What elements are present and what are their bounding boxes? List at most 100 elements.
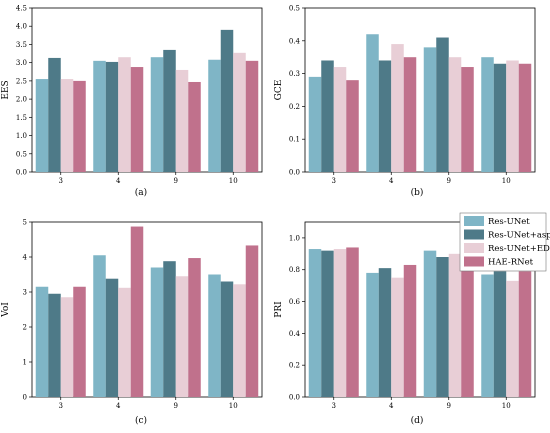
- bar: [423, 47, 437, 172]
- bar: [391, 277, 404, 397]
- bar: [448, 57, 462, 173]
- y-tick-label: 0.5: [16, 150, 27, 158]
- legend-swatch: [464, 229, 484, 240]
- bar: [346, 247, 359, 397]
- y-tick-label: 0.2: [289, 103, 300, 111]
- legend: Res-UNet Res-UNet+aspp Res-UNet+ED HAE-RNet: [459, 212, 550, 272]
- bar: [366, 34, 379, 172]
- y-tick-label: 3.0: [16, 59, 27, 67]
- bar: [208, 274, 221, 397]
- bar: [461, 67, 474, 172]
- bar: [233, 52, 246, 172]
- x-tick-label: 10: [502, 402, 511, 410]
- bar: [461, 250, 474, 397]
- bar: [73, 80, 86, 172]
- y-tick-label: 1: [23, 359, 27, 367]
- bar: [481, 274, 494, 397]
- bar: [518, 63, 532, 173]
- y-tick-label: 2.0: [16, 96, 27, 104]
- bar: [48, 57, 61, 172]
- bar: [35, 79, 49, 172]
- bar: [73, 286, 86, 397]
- bar: [436, 37, 449, 172]
- bar: [321, 250, 334, 397]
- y-tick-label: 5: [23, 219, 27, 227]
- y-tick-label: 0.0: [16, 169, 27, 177]
- y-tick-label: 1.0: [16, 132, 27, 140]
- bar: [220, 281, 234, 397]
- legend-swatch: [464, 256, 484, 267]
- bar: [175, 276, 189, 397]
- bar: [378, 60, 392, 173]
- y-tick-label: 4: [23, 254, 28, 262]
- bar: [245, 245, 259, 397]
- bar: [308, 76, 322, 172]
- bar: [333, 249, 347, 397]
- chart-panel-3: 0 1 2 3 4 5 VoI 3 4 9 10 (c): [1, 219, 263, 426]
- bar: [403, 57, 417, 173]
- bar: [175, 69, 189, 172]
- plot-frame: [304, 221, 536, 398]
- x-tick-label: 10: [502, 177, 511, 185]
- y-tick-label: 0.1: [289, 136, 300, 144]
- y-tick-label: 3: [23, 289, 27, 297]
- y-tick-label: 0.3: [289, 70, 300, 78]
- x-tick-label: 4: [116, 402, 121, 410]
- bar: [333, 67, 347, 172]
- bar: [118, 57, 131, 173]
- bar: [518, 271, 532, 397]
- plot-frame: [304, 7, 536, 173]
- legend-swatch: [464, 243, 484, 253]
- bar: [308, 249, 322, 397]
- bar: [105, 278, 119, 397]
- panel-label: (b): [411, 187, 424, 198]
- bar: [321, 60, 334, 173]
- bar: [493, 63, 507, 173]
- bar: [130, 226, 144, 397]
- x-tick-label: 3: [332, 402, 336, 410]
- legend-label: Res-UNet+aspp: [488, 231, 550, 241]
- y-axis-label: PRI: [274, 301, 284, 318]
- bar: [436, 257, 449, 397]
- bar: [35, 286, 49, 397]
- bar: [448, 253, 462, 397]
- x-tick-label: 4: [389, 402, 394, 410]
- y-tick-label: 2.5: [16, 77, 27, 85]
- bar: [208, 59, 221, 172]
- legend-label: Res-UNet: [488, 217, 530, 227]
- bar: [506, 280, 519, 397]
- bar: [233, 284, 246, 397]
- bar: [188, 258, 201, 397]
- y-axis-label: VoI: [1, 302, 11, 318]
- y-tick-label: 0: [23, 394, 27, 402]
- bar: [93, 255, 106, 397]
- x-tick-label: 9: [447, 402, 451, 410]
- bar: [423, 250, 437, 397]
- bar: [60, 297, 74, 397]
- y-tick-label: 1.0: [289, 234, 300, 242]
- x-tick-label: 9: [174, 177, 178, 185]
- panel-label: (c): [135, 415, 147, 426]
- bar: [346, 80, 359, 172]
- plot-frame: [31, 221, 263, 398]
- x-tick-label: 3: [59, 177, 63, 185]
- legend-label: Res-UNet+ED: [488, 244, 550, 254]
- x-tick-label: 9: [174, 402, 178, 410]
- x-tick-label: 4: [389, 177, 394, 185]
- bar: [130, 67, 144, 172]
- y-tick-label: 0.5: [289, 5, 300, 13]
- legend-label: HAE-RNet: [488, 258, 534, 268]
- y-tick-label: 0.2: [289, 362, 300, 370]
- bar: [93, 60, 106, 172]
- bar: [493, 271, 507, 397]
- bar: [60, 79, 74, 172]
- chart-panel-1: 0.0 0.5 1.0 1.5 2.0 2.5 3.0 3.5 4.0 4.5 EES 3 4 9 10 (a…: [1, 5, 263, 198]
- bar: [403, 264, 417, 397]
- panel-label: (a): [135, 187, 147, 198]
- bar: [220, 29, 234, 172]
- y-axis-label: GCE: [274, 80, 284, 101]
- legend-swatch: [464, 216, 484, 226]
- bar: [391, 44, 404, 172]
- y-tick-label: 0.8: [289, 266, 300, 274]
- y-tick-label: 1.5: [16, 114, 27, 122]
